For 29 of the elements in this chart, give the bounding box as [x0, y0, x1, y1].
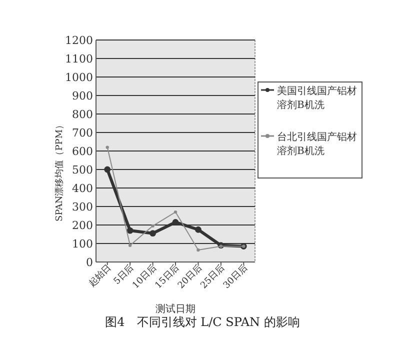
point	[126, 227, 134, 234]
text: 图4 不同引线对 L/C SPAN 的影响	[105, 315, 300, 329]
y-tick-label: 700	[72, 126, 93, 140]
point	[104, 166, 111, 173]
y-tick-label: 200	[72, 219, 93, 232]
y-tick-label: 0	[86, 256, 93, 269]
x-axis-title: 测试日期	[156, 303, 196, 315]
y-tick-label: 600	[72, 145, 93, 158]
y-tick-label: 300	[72, 200, 93, 214]
y-axis-title: SPAN漂移均值（PPM）	[54, 120, 65, 222]
point	[195, 226, 202, 233]
y-tick-label: 100	[72, 238, 93, 250]
point	[128, 244, 132, 247]
point	[219, 244, 223, 248]
y-tick-label: 900	[72, 90, 93, 102]
point	[106, 146, 109, 149]
point	[151, 224, 154, 228]
y-tick-label: 1100	[65, 52, 93, 66]
point	[174, 210, 178, 214]
legend-label: 美国引线国产铝材溶剂B机洗	[277, 85, 357, 111]
y-tick-label: 500	[72, 164, 93, 176]
y-tick-label: 1000	[65, 71, 93, 84]
legend-label: 台北引线国产铝材溶剂B机洗	[277, 131, 357, 157]
y-tick-label: 400	[72, 182, 93, 195]
y-tick-label: 1200	[65, 34, 93, 47]
y-tick-label: 800	[72, 108, 93, 121]
point	[172, 219, 179, 226]
point	[196, 248, 200, 252]
point	[150, 230, 156, 237]
